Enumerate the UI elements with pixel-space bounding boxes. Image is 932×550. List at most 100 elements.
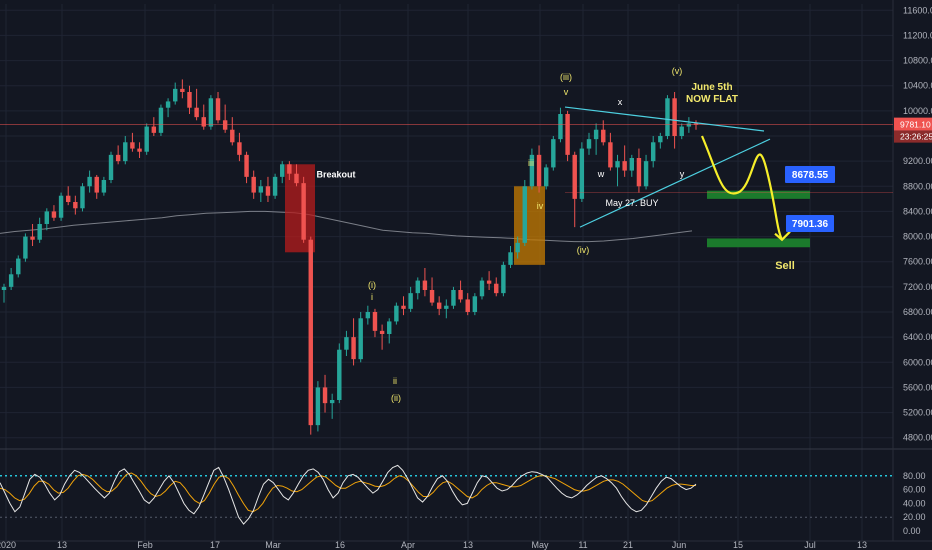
lower-trendline — [579, 138, 771, 228]
y-tick-label: 4800.00 — [903, 433, 932, 443]
candle-body — [444, 305, 449, 309]
candle-body — [479, 280, 485, 297]
y-tick-label: 5600.00 — [903, 382, 932, 392]
label-wave-iii: (iii) — [560, 72, 572, 82]
candle-body — [543, 167, 549, 187]
label-wave-iv: (iv) — [577, 245, 590, 255]
x-tick-label: Mar — [265, 540, 281, 550]
candle-body — [280, 164, 285, 177]
candle-body — [65, 195, 71, 202]
candle-body — [180, 88, 185, 92]
moving-average-200 — [0, 210, 693, 243]
candle-body — [658, 136, 663, 143]
y-tick-label: 11600.00 — [903, 5, 932, 15]
x-tick-label: 13 — [857, 540, 867, 550]
y-tick-label: 7200.00 — [903, 282, 932, 292]
x-tick-label: 17 — [210, 540, 220, 550]
candle-body — [672, 98, 677, 136]
candle-body — [494, 283, 499, 294]
label-june-5th: June 5th — [691, 82, 732, 93]
upper-trendline — [564, 106, 765, 132]
candle-body — [622, 161, 627, 171]
label-wave-x: x — [618, 97, 623, 107]
candle-body — [394, 305, 399, 322]
stoch-tick-label: 60.00 — [903, 485, 926, 495]
candle-body — [158, 107, 164, 133]
candle-body — [458, 290, 463, 300]
candle-body — [308, 239, 313, 426]
candle-body — [137, 148, 142, 152]
candle-body — [572, 154, 577, 199]
candle-body — [272, 176, 278, 196]
target-zone-2 — [707, 238, 810, 248]
candle-body — [558, 114, 563, 140]
candle-body — [51, 211, 57, 218]
candle-body — [665, 98, 670, 136]
label-wave-ii: (ii) — [391, 393, 401, 403]
y-tick-label: 6800.00 — [903, 307, 932, 317]
candle-body — [58, 195, 64, 218]
target-2-box — [786, 215, 834, 232]
candle-body — [251, 176, 256, 193]
label-wave-ii-small: ii — [393, 376, 397, 386]
candle-body — [23, 236, 28, 259]
last-price-tag — [894, 117, 932, 131]
candle-body — [144, 126, 149, 152]
candle-body — [579, 148, 585, 199]
candle-body — [429, 290, 435, 303]
candle-body — [287, 164, 292, 174]
y-tick-label: 8400.00 — [903, 206, 932, 216]
candle-body — [650, 142, 656, 162]
label-breakout: Breakout — [316, 169, 355, 179]
stochastic-rsi-pane[interactable]: 80.00 60.00 40.00 20.00 0.00 — [0, 464, 926, 536]
x-tick-label: 21 — [623, 540, 633, 550]
candle-body — [401, 305, 406, 309]
candle-body — [629, 158, 635, 171]
candle-body — [265, 186, 271, 196]
candle-body — [73, 202, 78, 209]
candle-body — [16, 258, 21, 275]
candle-body — [1, 286, 7, 290]
x-tick-label: 11 — [578, 540, 587, 550]
candle-body — [187, 92, 192, 108]
candle-body — [94, 176, 99, 193]
y-tick-label: 6000.00 — [903, 357, 932, 367]
candle-body — [615, 161, 620, 168]
candle-body — [372, 312, 378, 331]
candle-body — [44, 211, 50, 224]
candle-body — [643, 161, 649, 187]
candle-body — [465, 299, 470, 312]
candle-body — [536, 154, 542, 187]
x-tick-label: 15 — [733, 540, 743, 550]
x-tick-label: 13 — [57, 540, 67, 550]
y-tick-label: 10400.00 — [903, 81, 932, 91]
candle-body — [244, 154, 249, 177]
target-zone-1 — [707, 190, 810, 199]
candle-body — [593, 129, 599, 140]
x-tick-label: Apr — [401, 540, 415, 550]
candle-body — [379, 330, 385, 334]
candle-body — [679, 126, 684, 136]
label-wave-iii-small: iii — [528, 158, 534, 168]
label-may-27-buy: May 27. BUY — [605, 198, 658, 208]
time-axis[interactable]: 2020 13 Feb 17 Mar 16 Apr 13 May 11 21 Jun 15 Jul 13 — [0, 540, 932, 550]
label-wave-iv-small: iv — [537, 201, 544, 211]
candle-body — [522, 186, 527, 243]
candle-body — [151, 126, 157, 133]
stoch-d-line — [0, 472, 696, 513]
candle-body — [351, 337, 356, 360]
candle-body — [8, 274, 14, 287]
candlestick-series[interactable] — [1, 79, 699, 435]
price-axis[interactable]: 11600.00 11200.00 10800.00 10400.00 10000.00… — [894, 5, 932, 443]
candle-body — [601, 129, 606, 143]
candle-body — [315, 387, 321, 426]
y-tick-label: 8000.00 — [903, 232, 932, 242]
target-1-box — [785, 166, 835, 183]
candle-body — [551, 139, 556, 168]
x-tick-label: 2020 — [0, 540, 16, 550]
candle-body — [408, 293, 413, 309]
candle-body — [501, 264, 506, 294]
